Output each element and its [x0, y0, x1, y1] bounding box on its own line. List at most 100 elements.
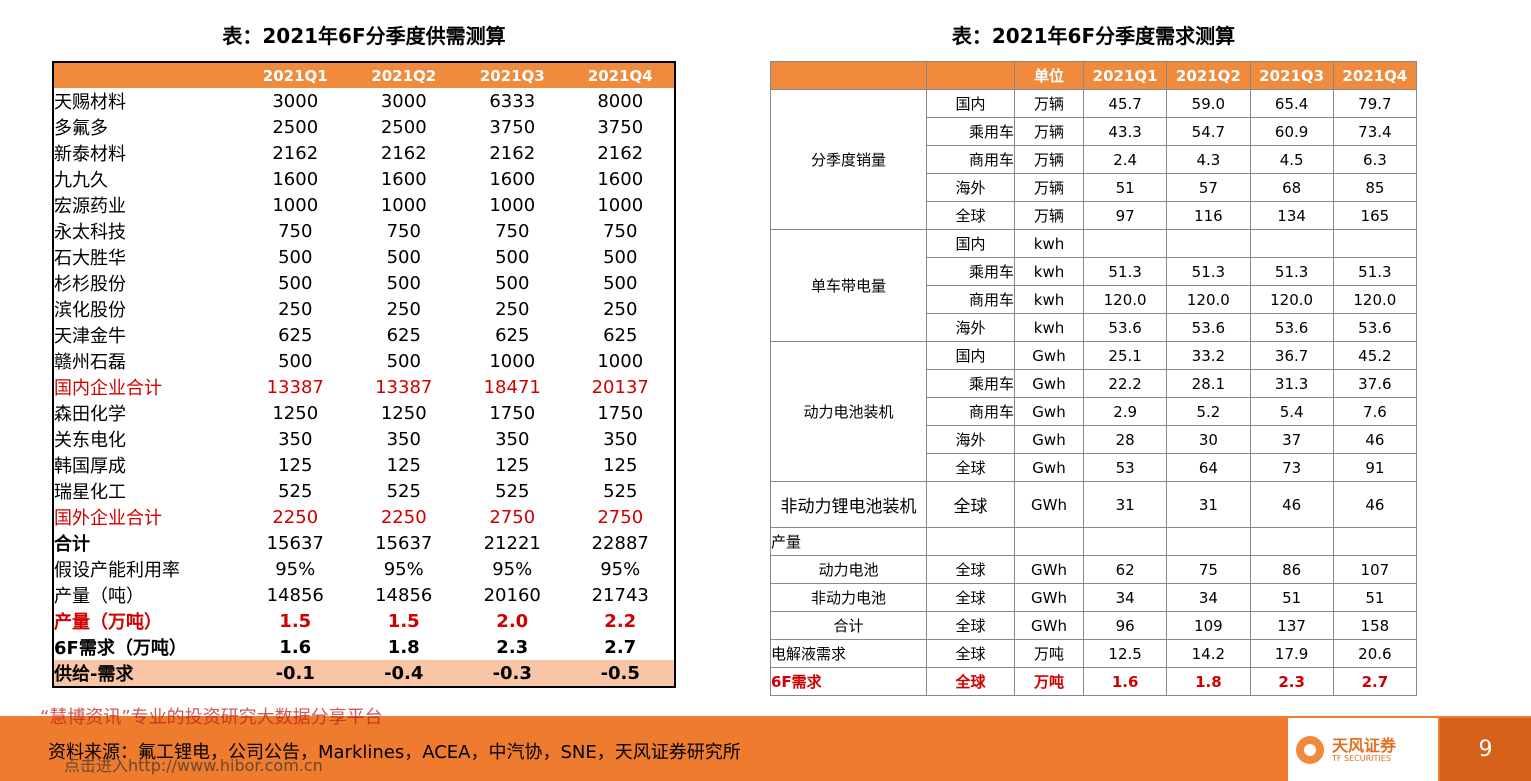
cell: 120.0 — [1082, 285, 1168, 314]
cell: 500 — [386, 246, 421, 268]
cell: 2.2 — [604, 610, 637, 632]
cell: 1600 — [380, 168, 427, 190]
cell: 60.9 — [1249, 117, 1334, 146]
cell: 525 — [386, 480, 421, 502]
cell: 电解液需求 — [770, 639, 927, 668]
cell: 500 — [278, 272, 313, 294]
cell: 57 — [1166, 173, 1251, 202]
cell: 46 — [1332, 481, 1418, 528]
cell: 2500 — [272, 116, 319, 138]
cell: 1000 — [597, 194, 644, 216]
cell: 125 — [603, 454, 638, 476]
cell: 九九久 — [54, 170, 108, 191]
cell: GWh — [1014, 583, 1084, 612]
cell: Gwh — [1014, 369, 1084, 398]
cell: 产量（吨） — [54, 586, 144, 607]
table-row: 商用车 万辆 2.4 4.3 4.5 6.3 — [771, 145, 1418, 174]
cell: 350 — [278, 428, 313, 450]
cell: 22887 — [591, 532, 649, 554]
cell: 500 — [603, 272, 638, 294]
table-row: 多氟多 2500 2500 3750 3750 — [53, 114, 675, 140]
cell: 51.3 — [1249, 257, 1334, 286]
cell: 250 — [495, 298, 530, 320]
cell: 万辆 — [1014, 201, 1084, 230]
cell: 95% — [383, 558, 424, 580]
table-row: 关东电化 350 350 350 350 — [53, 426, 675, 452]
cell: 500 — [495, 272, 530, 294]
cell: 120.0 — [1249, 285, 1334, 314]
cell: 2162 — [272, 142, 319, 164]
cell: 625 — [495, 324, 530, 346]
table-row: 产量（吨） 14856 14856 20160 21743 — [53, 582, 675, 608]
cell: 33.2 — [1166, 341, 1251, 370]
table-row: 国外企业合计 2250 2250 2750 2750 — [53, 504, 675, 530]
table-row: 非动力锂电池装机 全球 GWh 31 31 46 46 — [770, 481, 1418, 528]
cell: 107 — [1332, 555, 1418, 584]
table-row: 动力电池 全球 GWh 62 75 86 107 — [770, 555, 1418, 584]
table-row: 乘用车 万辆 43.3 54.7 60.9 73.4 — [771, 117, 1418, 146]
cell: 万辆 — [1014, 173, 1084, 202]
cell: 2162 — [597, 142, 644, 164]
cell: 31.3 — [1249, 369, 1334, 398]
cell: 75 — [1166, 555, 1251, 584]
table-row: 赣州石磊 500 500 1000 1000 — [53, 348, 675, 374]
table-row: 分季度销量 国内 万辆 45.7 59.0 65.4 79.7 — [770, 89, 1418, 230]
cell: 瑞星化工 — [54, 482, 126, 503]
cell: 1000 — [597, 350, 644, 372]
table-row: 石大胜华 500 500 500 500 — [53, 244, 675, 270]
header-cell: 单位 — [1014, 61, 1084, 90]
cell: 森田化学 — [54, 404, 126, 425]
watermark: “慧博资讯”专业的投资研究大数据分享平台 — [40, 707, 383, 728]
group-label: 非动力锂电池装机 — [770, 481, 927, 528]
cell: kwh — [1014, 285, 1084, 314]
cell: 51 — [1332, 583, 1418, 612]
cell: 2.4 — [1082, 145, 1168, 174]
cell: 250 — [278, 298, 313, 320]
cell — [1166, 229, 1251, 258]
cell: 54.7 — [1166, 117, 1251, 146]
cell: 全球 — [926, 453, 1015, 482]
cell: 2.3 — [1249, 667, 1334, 696]
cell: 3000 — [272, 90, 319, 112]
cell: 2.7 — [604, 636, 637, 658]
group-label: 分季度销量 — [770, 89, 927, 230]
table-row: 合计 全球 GWh 96 109 137 158 — [770, 611, 1418, 640]
header-cell: 2021Q4 — [1332, 61, 1418, 90]
cell: 525 — [603, 480, 638, 502]
cell: 53 — [1082, 453, 1168, 482]
header-cell: 2021Q1 — [241, 62, 350, 88]
cell: 2.9 — [1082, 397, 1168, 426]
cell: 乘用车 — [926, 257, 1015, 286]
link[interactable]: 点击进入http://www.hibor.com.cn — [64, 756, 323, 775]
table-row: 单车带电量 国内 kwh — [770, 229, 1418, 342]
table-row: 乘用车 Gwh 22.2 28.1 31.3 37.6 — [771, 369, 1418, 398]
cell: 乘用车 — [926, 117, 1015, 146]
cell: 1000 — [489, 194, 536, 216]
cell: 500 — [278, 350, 313, 372]
cell: 96 — [1082, 611, 1168, 640]
cell: 杉杉股份 — [54, 274, 126, 295]
cell: 永太科技 — [54, 222, 126, 243]
cell: 2500 — [380, 116, 427, 138]
cell: 91 — [1332, 453, 1418, 482]
cell: 全球 — [926, 583, 1015, 612]
cell: 625 — [603, 324, 638, 346]
cell: 国内 — [926, 229, 1015, 258]
cell: 125 — [495, 454, 530, 476]
cell: 73.4 — [1332, 117, 1418, 146]
cell: 97 — [1082, 201, 1168, 230]
cell: 4.5 — [1249, 145, 1334, 174]
cell: 500 — [386, 350, 421, 372]
cell: 31 — [1082, 481, 1168, 528]
cell: 2250 — [380, 506, 427, 528]
cell: 14856 — [375, 584, 433, 606]
cell: 假设产能利用率 — [54, 560, 180, 581]
cell: 45.7 — [1082, 89, 1168, 118]
cell: 供给-需求 — [54, 664, 134, 685]
cell: 500 — [278, 246, 313, 268]
cell: 万吨 — [1014, 639, 1084, 668]
cell: 45.2 — [1332, 341, 1418, 370]
cell: Gwh — [1014, 453, 1084, 482]
cell: 1600 — [597, 168, 644, 190]
cell: 多氟多 — [54, 118, 108, 139]
